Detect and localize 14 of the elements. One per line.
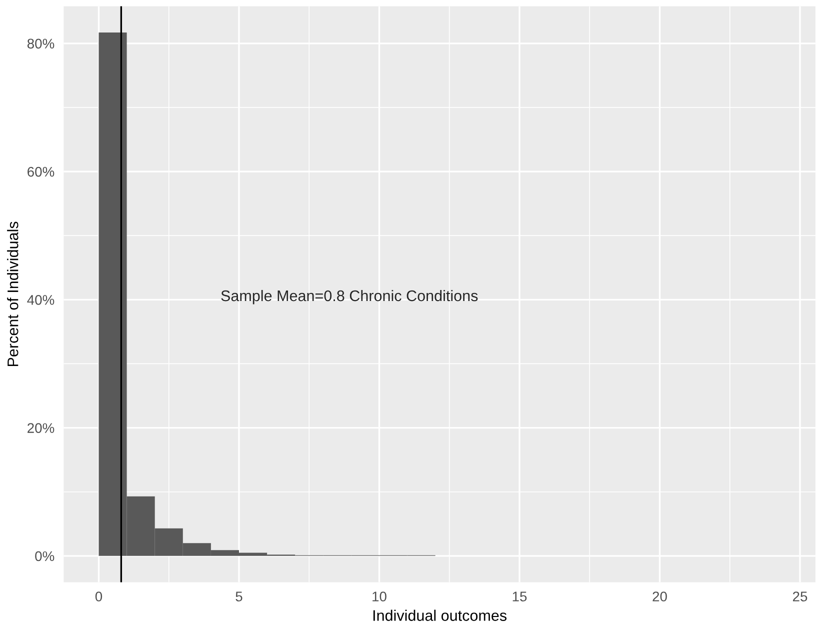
y-tick-label: 40% [27, 294, 54, 305]
y-tick-label: 60% [28, 166, 54, 177]
y-tick-label: 0% [35, 551, 54, 562]
x-tick-label: 15 [512, 592, 527, 602]
y-tick-label: 80% [27, 38, 54, 49]
annotation: Sample Mean=0.8 Chronic Conditions [221, 290, 478, 304]
y-tick-label: 20% [28, 423, 54, 433]
x-tick-label: 5 [236, 592, 242, 602]
x-tick-label: 20 [652, 592, 667, 602]
x-tick-label: 25 [792, 592, 808, 602]
y-axis-title: Percent of Individuals [7, 222, 18, 366]
x-tick-label: 0 [95, 592, 102, 602]
x-axis-title: Individual outcomes [373, 610, 507, 621]
x-tick-label: 10 [372, 592, 386, 602]
